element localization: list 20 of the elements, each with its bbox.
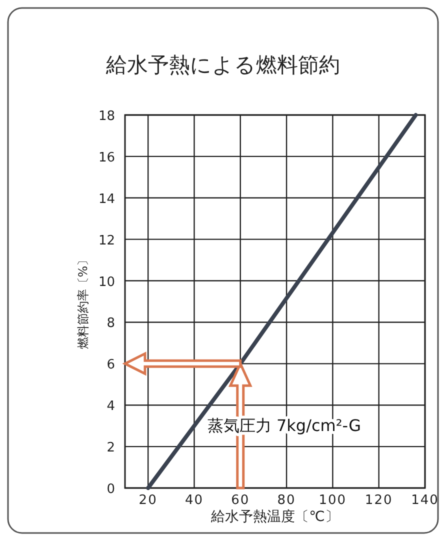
chart-title: 給水予熱による燃料節約 — [105, 53, 340, 77]
x-axis-title: 給水予熱温度〔℃〕 — [210, 509, 339, 525]
y-tick-label: 0 — [106, 482, 115, 497]
x-tick-label: 20 — [138, 493, 158, 508]
x-tick-label: 60 — [231, 493, 250, 508]
y-tick-label: 4 — [106, 399, 115, 414]
y-axis-title: 燃料節約率〔%〕 — [76, 254, 90, 350]
y-tick-label: 8 — [106, 316, 115, 332]
y-tick-label: 18 — [98, 109, 115, 124]
x-tick-label: 40 — [184, 493, 204, 508]
x-tick-label: 140 — [411, 493, 439, 508]
x-tick-label: 80 — [277, 493, 296, 508]
y-tick-label: 14 — [98, 192, 115, 207]
y-tick-label: 2 — [106, 440, 115, 456]
y-tick-label: 10 — [98, 274, 115, 290]
x-tick-label: 100 — [318, 493, 347, 508]
y-tick-label: 6 — [106, 358, 115, 373]
y-tick-label: 12 — [98, 233, 115, 248]
y-tick-label: 16 — [98, 150, 115, 166]
x-tick-label: 120 — [364, 493, 393, 508]
